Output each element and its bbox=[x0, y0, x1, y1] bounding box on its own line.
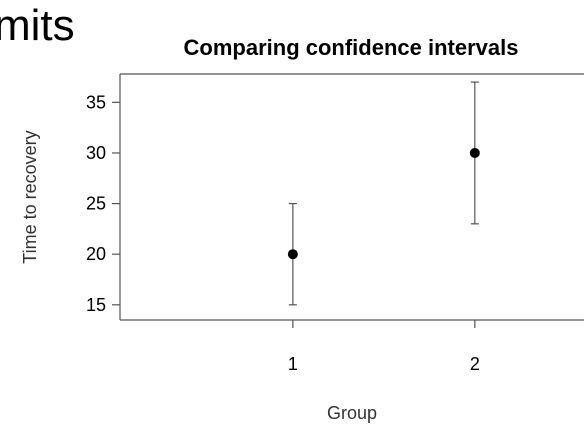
y-tick-label-35: 35 bbox=[86, 92, 106, 112]
y-tick-label-30: 30 bbox=[86, 143, 106, 163]
plot-frame bbox=[119, 73, 584, 321]
y-tick-label-15: 15 bbox=[86, 295, 106, 315]
fragment-text: mits bbox=[0, 1, 75, 50]
y-tick-label-20: 20 bbox=[86, 244, 106, 264]
x-tick-label-1: 1 bbox=[288, 354, 298, 374]
data-point-2 bbox=[469, 147, 480, 158]
x-tick-label-2: 2 bbox=[470, 354, 480, 374]
data-marks bbox=[287, 81, 480, 306]
chart-title: Comparing confidence intervals bbox=[184, 35, 519, 60]
x-axis-label: Group bbox=[327, 403, 377, 423]
y-axis-label: Time to recovery bbox=[20, 130, 40, 263]
y-tick-label-25: 25 bbox=[86, 194, 106, 214]
y-axis: 15 20 25 30 35 bbox=[86, 92, 120, 315]
data-point-1 bbox=[287, 249, 298, 260]
